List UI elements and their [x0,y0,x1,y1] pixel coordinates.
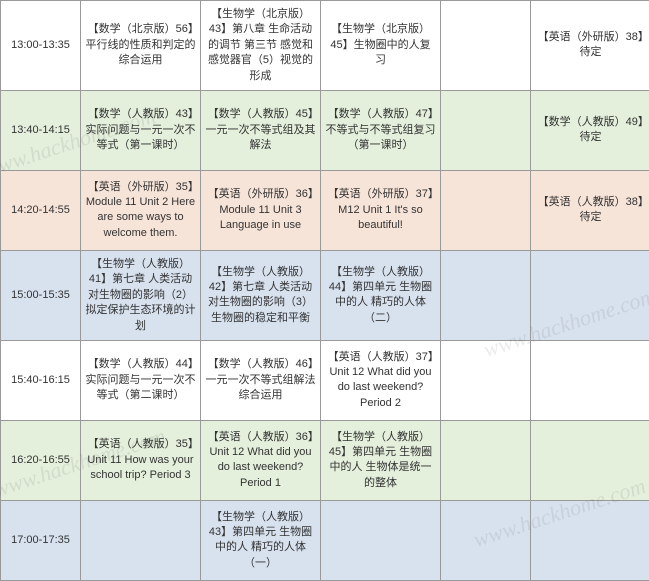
cell [441,500,531,580]
cell [441,1,531,91]
table-row: 15:00-15:35 【生物学（人教版）41】第七章 人类活动对生物圈的影响（… [1,250,649,340]
cell [321,500,441,580]
time-cell: 16:20-16:55 [1,420,81,500]
cell: 【数学（人教版）45】一元一次不等式组及其解法 [201,90,321,170]
cell [81,500,201,580]
cell: 【英语（外研版）36】Module 11 Unit 3 Language in … [201,170,321,250]
cell: 【英语（人教版）35】Unit 11 How was your school t… [81,420,201,500]
cell: 【英语（外研版）38】待定 [531,1,649,91]
cell [441,90,531,170]
cell [441,170,531,250]
time-cell: 14:20-14:55 [1,170,81,250]
cell: 【英语（人教版）38】待定 [531,170,649,250]
cell: 【数学（北京版）56】平行线的性质和判定的综合运用 [81,1,201,91]
cell: 【生物学（人教版）43】第四单元 生物圈中的人 精巧的人体（一） [201,500,321,580]
cell [531,250,649,340]
cell: 【英语（外研版）37】M12 Unit 1 It's so beautiful! [321,170,441,250]
cell: 【数学（人教版）44】实际问题与一元一次不等式（第二课时） [81,340,201,420]
schedule-table: 13:00-13:35 【数学（北京版）56】平行线的性质和判定的综合运用 【生… [0,0,649,581]
cell: 【英语（外研版）35】Module 11 Unit 2 Here are som… [81,170,201,250]
cell: 【生物学（人教版）42】第七章 人类活动对生物圈的影响（3） 生物圈的稳定和平衡 [201,250,321,340]
table-row: 17:00-17:35 【生物学（人教版）43】第四单元 生物圈中的人 精巧的人… [1,500,649,580]
time-cell: 13:40-14:15 [1,90,81,170]
cell: 【英语（人教版）36】Unit 12 What did you do last … [201,420,321,500]
cell: 【生物学（人教版）45】第四单元 生物圈中的人 生物体是统一的整体 [321,420,441,500]
cell [531,500,649,580]
table-row: 16:20-16:55 【英语（人教版）35】Unit 11 How was y… [1,420,649,500]
schedule-body: 13:00-13:35 【数学（北京版）56】平行线的性质和判定的综合运用 【生… [1,1,649,581]
cell: 【数学（人教版）46】一元一次不等式组解法综合运用 [201,340,321,420]
cell [441,420,531,500]
table-row: 15:40-16:15 【数学（人教版）44】实际问题与一元一次不等式（第二课时… [1,340,649,420]
time-cell: 15:40-16:15 [1,340,81,420]
cell: 【数学（人教版）49】待定 [531,90,649,170]
cell: 【数学（人教版）43】实际问题与一元一次不等式（第一课时） [81,90,201,170]
cell [531,340,649,420]
cell [441,340,531,420]
table-row: 14:20-14:55 【英语（外研版）35】Module 11 Unit 2 … [1,170,649,250]
cell: 【生物学（北京版）45】生物圈中的人复习 [321,1,441,91]
cell: 【生物学（人教版）41】第七章 人类活动对生物圈的影响（2） 拟定保护生态环境的… [81,250,201,340]
cell [531,420,649,500]
cell: 【英语（人教版）37】Unit 12 What did you do last … [321,340,441,420]
table-row: 13:40-14:15 【数学（人教版）43】实际问题与一元一次不等式（第一课时… [1,90,649,170]
cell: 【生物学（北京版）43】第八章 生命活动的调节 第三节 感觉和感觉器官（5）视觉… [201,1,321,91]
cell: 【数学（人教版）47】不等式与不等式组复习（第一课时） [321,90,441,170]
table-row: 13:00-13:35 【数学（北京版）56】平行线的性质和判定的综合运用 【生… [1,1,649,91]
cell: 【生物学（人教版）44】第四单元 生物圈中的人 精巧的人体（二） [321,250,441,340]
cell [441,250,531,340]
time-cell: 13:00-13:35 [1,1,81,91]
time-cell: 17:00-17:35 [1,500,81,580]
time-cell: 15:00-15:35 [1,250,81,340]
